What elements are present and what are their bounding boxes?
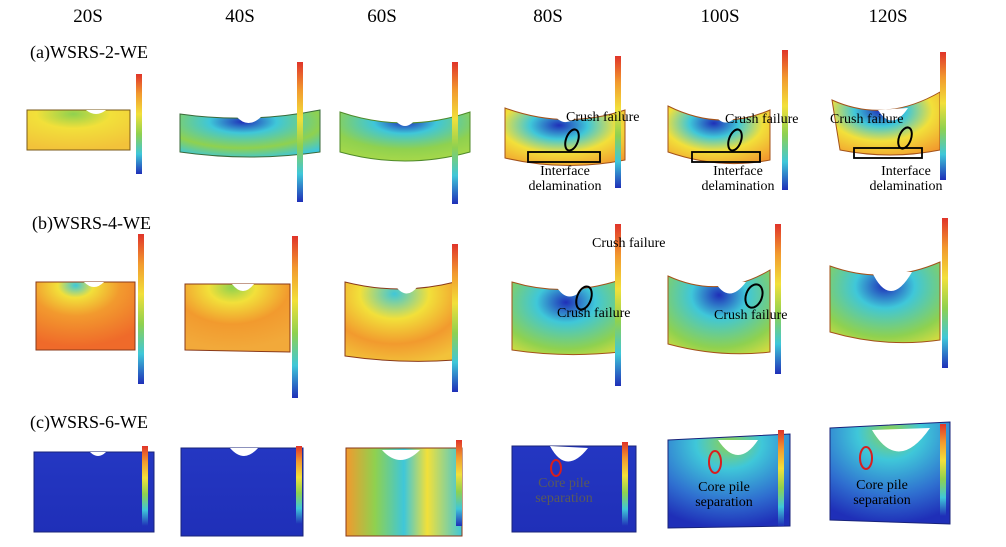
panel-b-100s <box>667 224 781 374</box>
annotation-line: Interface <box>881 164 931 179</box>
panel-c-40s <box>180 446 304 537</box>
annotation-c-80s-core-pile-separation: Core pile separation <box>524 476 604 506</box>
annotation-a-80s-crush-failure: Crush failure <box>566 110 640 125</box>
annotation-line: separation <box>695 495 753 510</box>
annotation-c-100s-core-pile-separation: Core pile separation <box>684 480 764 510</box>
annotation-line: delamination <box>528 179 602 194</box>
panel-c-120s <box>829 421 951 525</box>
panel-b-40s <box>184 236 298 398</box>
panel-a-120s <box>831 52 946 180</box>
panel-b-20s <box>35 234 144 384</box>
column-header-80s: 80S <box>533 6 563 27</box>
annotation-line: Core pile <box>538 476 590 491</box>
column-header-120s: 120S <box>868 6 908 27</box>
panel-c-60s <box>345 440 463 537</box>
panel-a-60s <box>339 62 471 204</box>
annotation-line: Core pile <box>698 480 750 495</box>
row-label-a: (a)WSRS-2-WE <box>30 42 148 62</box>
annotation-line: Core pile <box>856 478 908 493</box>
annotation-line: separation <box>853 493 911 508</box>
annotation-a-120s-interface-delamination: Interface delamination <box>856 164 956 194</box>
panel-b-80s <box>511 224 621 386</box>
row-label-b: (b)WSRS-4-WE <box>32 213 151 233</box>
panel-c-100s <box>667 430 791 529</box>
annotation-line: separation <box>535 491 593 506</box>
annotation-a-100s-crush-failure: Crush failure <box>725 112 799 127</box>
annotation-c-120s-core-pile-separation: Core pile separation <box>842 478 922 508</box>
annotation-line: Interface <box>540 164 590 179</box>
panel-b-120s <box>829 218 948 368</box>
annotation-line: Interface <box>713 164 763 179</box>
panel-c-20s <box>33 446 155 533</box>
annotation-b-100s-crush-failure: Crush failure <box>714 308 788 323</box>
row-label-c: (c)WSRS-6-WE <box>30 412 148 432</box>
column-header-100s: 100S <box>700 6 740 27</box>
panel-b-60s <box>344 244 458 392</box>
annotation-line: delamination <box>701 179 775 194</box>
panel-c-80s <box>511 442 637 533</box>
panel-a-40s <box>179 62 321 202</box>
annotation-line: delamination <box>869 179 943 194</box>
column-header-20s: 20S <box>73 6 103 27</box>
panel-a-20s <box>26 74 142 174</box>
annotation-a-120s-crush-failure: Crush failure <box>830 112 904 127</box>
panel-a-80s <box>504 56 626 188</box>
panel-a-100s <box>667 50 788 190</box>
annotation-b-80s-crush-failure-top: Crush failure <box>592 236 666 251</box>
column-header-40s: 40S <box>225 6 255 27</box>
annotation-a-100s-interface-delamination: Interface delamination <box>686 164 790 194</box>
column-header-60s: 60S <box>367 6 397 27</box>
annotation-a-80s-interface-delamination: Interface delamination <box>522 164 608 194</box>
annotation-b-80s-crush-failure: Crush failure <box>557 306 631 321</box>
